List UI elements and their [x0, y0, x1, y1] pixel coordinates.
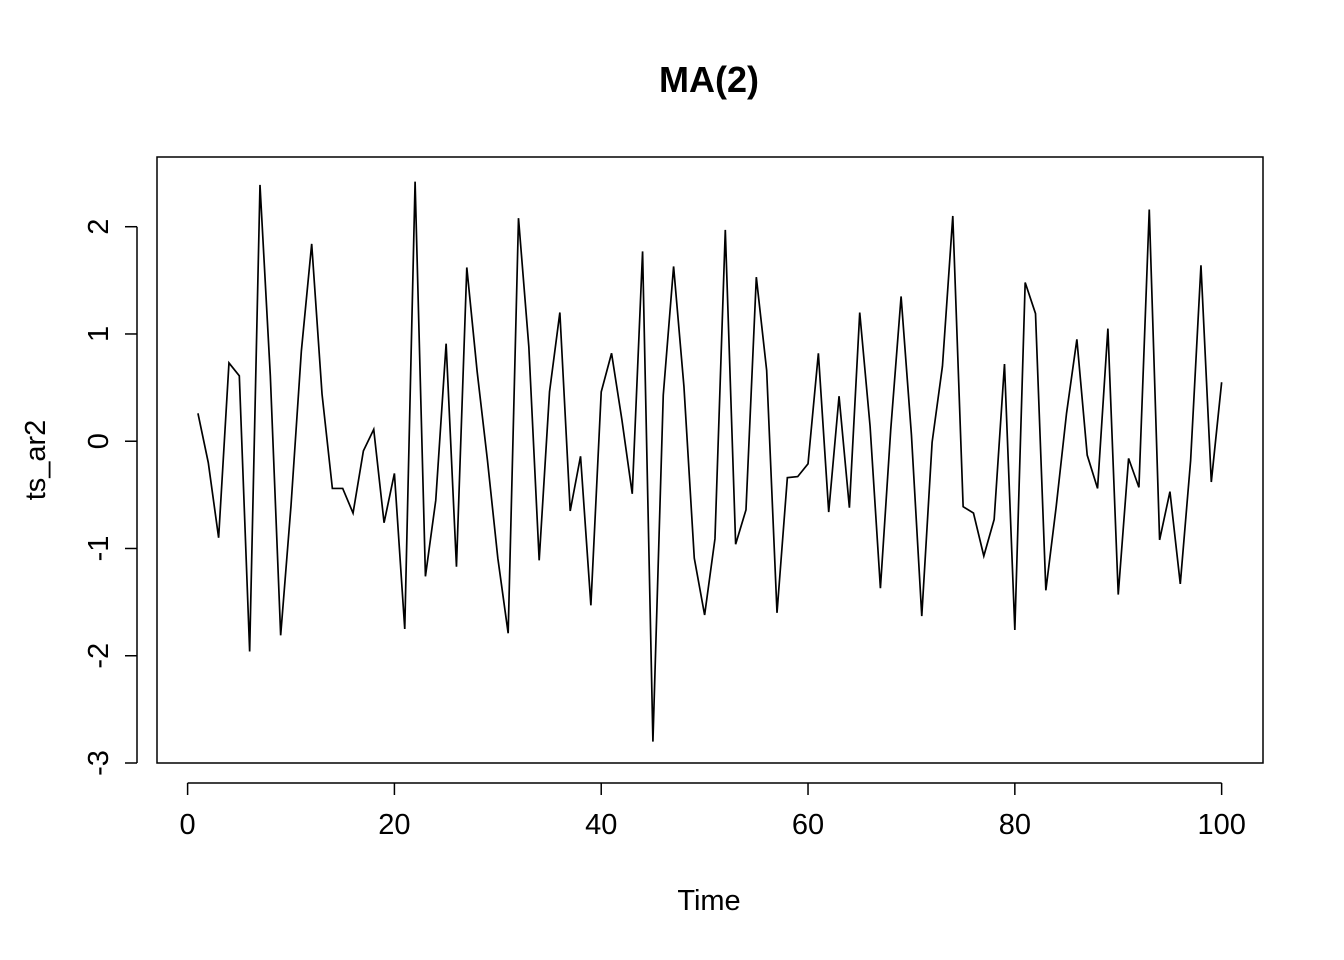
x-tick-label: 20 — [378, 809, 410, 841]
y-tick-label: -2 — [83, 643, 115, 669]
y-tick-label: 2 — [83, 219, 115, 235]
y-tick-label: 1 — [83, 326, 115, 342]
y-tick-label: 0 — [83, 433, 115, 449]
x-tick-label: 80 — [999, 809, 1031, 841]
y-axis-title: ts_ar2 — [20, 420, 52, 501]
series-line — [197, 181, 1223, 742]
chart-title: MA(2) — [659, 59, 759, 100]
x-tick-label: 60 — [792, 809, 824, 841]
x-tick-label: 40 — [585, 809, 617, 841]
y-tick-label: -1 — [83, 536, 115, 562]
x-tick-label: 0 — [180, 809, 196, 841]
x-tick-label: 100 — [1197, 809, 1245, 841]
x-axis: 0 20 40 60 80 100 — [180, 782, 1246, 841]
y-tick-label: -3 — [83, 750, 115, 776]
plot-frame — [156, 156, 1264, 764]
series-layer — [197, 181, 1223, 742]
x-axis-title: Time — [677, 885, 740, 917]
y-axis: -3 -2 -1 0 1 2 — [83, 219, 138, 776]
